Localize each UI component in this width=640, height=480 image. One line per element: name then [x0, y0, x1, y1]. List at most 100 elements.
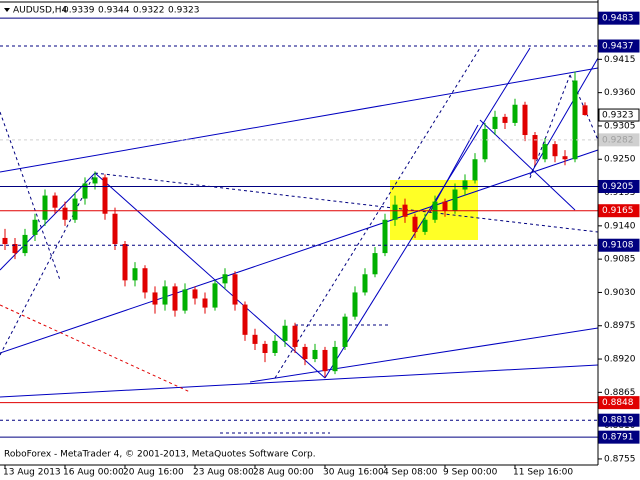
footer: RoboForex - MetaTrader 4, © 2001-2013, M…	[4, 450, 316, 460]
y-tick-label: 0.9030	[604, 288, 636, 298]
candle-body	[102, 177, 108, 214]
candle-body	[482, 128, 488, 160]
candle-body	[512, 104, 518, 123]
candle-body	[242, 304, 248, 335]
trend-line	[94, 172, 326, 379]
level-label: 0.9323	[602, 111, 634, 121]
candle-body	[372, 253, 378, 275]
y-tick-label: 0.8920	[604, 355, 636, 365]
candle-body	[542, 144, 548, 160]
level-label: 0.9483	[602, 14, 634, 24]
level-label-box	[598, 11, 640, 25]
candle-body	[532, 135, 538, 160]
x-tick-label: 4 Sep 08:00	[383, 468, 438, 478]
level-label-box	[598, 238, 640, 252]
level-label-box	[598, 430, 640, 444]
candle-body	[302, 346, 308, 360]
candle-body	[502, 116, 508, 123]
candle-body	[192, 289, 198, 299]
menu-icon[interactable]	[4, 8, 10, 12]
level-label: 0.9437	[602, 42, 634, 52]
level-label: 0.9165	[602, 206, 634, 216]
candle-body	[412, 216, 418, 232]
analysis-drawings	[0, 0, 599, 466]
candle-body	[422, 219, 428, 232]
analysis-drawings	[0, 47, 599, 434]
trend-line	[324, 47, 531, 379]
dashed-line	[529, 74, 571, 179]
candle-body	[582, 105, 588, 116]
candle-body	[562, 156, 568, 160]
y-tick-label: 0.8975	[604, 321, 636, 331]
trend-line	[529, 57, 599, 176]
candle-body	[552, 144, 558, 157]
y-tick-label: 0.8755	[604, 454, 636, 464]
trend-line	[0, 364, 599, 398]
x-tick-label: 30 Aug 16:00	[323, 468, 384, 478]
x-tick-label: 20 Aug 16:00	[123, 468, 184, 478]
y-tick-label: 0.9195	[604, 188, 636, 198]
candle-body	[282, 325, 288, 341]
x-tick-label: 13 Aug 2013	[3, 468, 61, 478]
level-label-box	[598, 396, 640, 410]
close-value: 0.9323	[168, 6, 200, 16]
candle-body	[212, 283, 218, 308]
x-tick-label: 23 Aug 08:00	[193, 468, 254, 478]
candle-body	[32, 219, 38, 235]
level-label: 0.9205	[602, 182, 634, 192]
dashed-line	[274, 47, 481, 379]
candle-body	[22, 234, 28, 254]
y-tick-label: 0.9085	[604, 255, 636, 265]
level-label-box	[598, 133, 640, 147]
candle-body	[172, 286, 178, 311]
trend-line	[0, 149, 599, 354]
candle-body	[572, 80, 578, 160]
level-label-box	[598, 413, 640, 427]
candle-body	[472, 159, 478, 181]
candle-body	[272, 340, 278, 353]
y-tick-label: 0.9250	[604, 155, 636, 165]
trend-line	[479, 119, 576, 211]
candle-body	[132, 268, 138, 281]
level-label: 0.8819	[602, 416, 634, 426]
candle-body	[232, 274, 238, 305]
candle-body	[52, 195, 58, 208]
trend-line	[0, 67, 599, 173]
open-value: 0.9339	[63, 6, 95, 16]
candle-body	[352, 292, 358, 317]
high-value: 0.9344	[98, 6, 130, 16]
trend-line	[249, 327, 599, 383]
x-tick-label: 11 Sep 16:00	[513, 468, 573, 478]
candle-body	[112, 213, 118, 245]
y-tick-label: 0.9360	[604, 88, 636, 98]
data-layer	[0, 17, 598, 438]
x-tick-label: 9 Sep 00:00	[443, 468, 498, 478]
candle-body	[322, 349, 328, 372]
candle-body	[442, 201, 448, 211]
y-tick-label: 0.9305	[604, 121, 636, 131]
candle-body	[122, 244, 128, 281]
candle-body	[202, 298, 208, 308]
y-tick-label: 0.8865	[604, 388, 636, 398]
low-value: 0.9322	[133, 6, 165, 16]
level-label-box	[598, 204, 640, 218]
level-label: 0.8848	[602, 398, 634, 408]
candle-body	[182, 289, 188, 311]
x-tick-label: 16 Aug 00:00	[63, 468, 124, 478]
candle-body	[332, 346, 338, 372]
y-tick-label: 0.9415	[604, 55, 636, 65]
candle-body	[392, 204, 398, 220]
candle-body	[312, 349, 318, 360]
candle-body	[222, 274, 228, 284]
x-tick-label: 28 Aug 00:00	[253, 468, 314, 478]
level-label: 0.9108	[602, 241, 634, 251]
candle-body	[462, 180, 468, 190]
candle-body	[382, 219, 388, 254]
candle-body	[142, 268, 148, 293]
chart-title: AUDUSD,H4	[13, 6, 68, 16]
candle-body	[342, 316, 348, 347]
candle-body	[452, 189, 458, 211]
candle-body	[492, 116, 498, 129]
